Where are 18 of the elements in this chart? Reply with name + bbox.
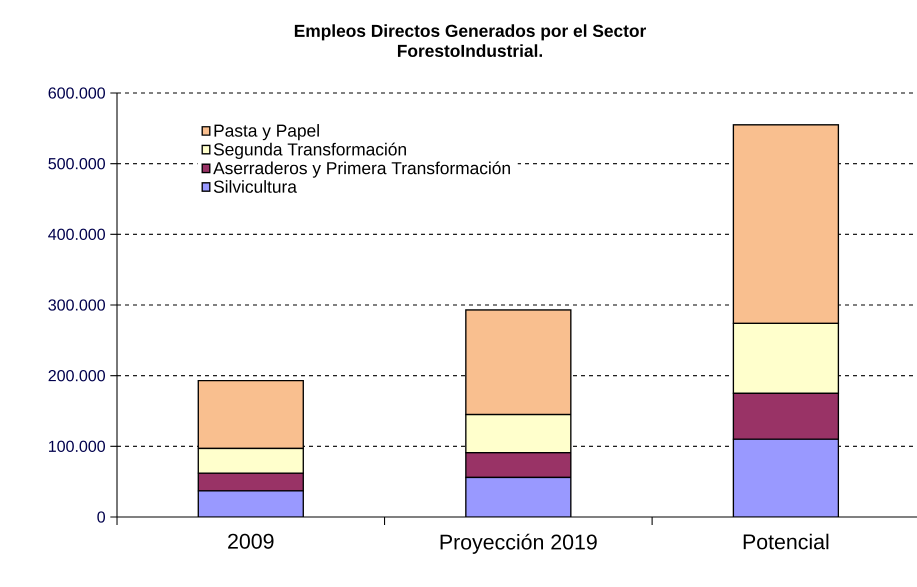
bar — [465, 476, 572, 517]
y-tick-label: 500.000 — [48, 158, 105, 170]
chart-title: Empleos Directos Generados por el Sector ForestoIndustrial. — [294, 24, 646, 57]
bar — [198, 490, 304, 517]
y-tick-label: 600.000 — [48, 87, 105, 99]
y-tick-label: 300.000 — [48, 299, 105, 311]
y-tick-label: 0 — [97, 511, 106, 523]
x-tick-label: Proyección 2019 — [440, 534, 597, 554]
bar — [732, 438, 840, 517]
legend-label: Pasta y Papel — [214, 124, 319, 140]
legend-label: Aserraderos y Primera Transformación — [213, 161, 510, 178]
y-tick-label: 200.000 — [48, 370, 105, 382]
legend-label: Silvicultura — [214, 180, 297, 193]
y-tick-label: 100.000 — [49, 440, 105, 452]
x-tick-label: Potencial — [744, 534, 828, 550]
legend-label: Segunda Transformación — [214, 142, 406, 159]
x-tick-label: 2009 — [228, 534, 274, 549]
y-tick-label: 400.000 — [48, 228, 105, 240]
